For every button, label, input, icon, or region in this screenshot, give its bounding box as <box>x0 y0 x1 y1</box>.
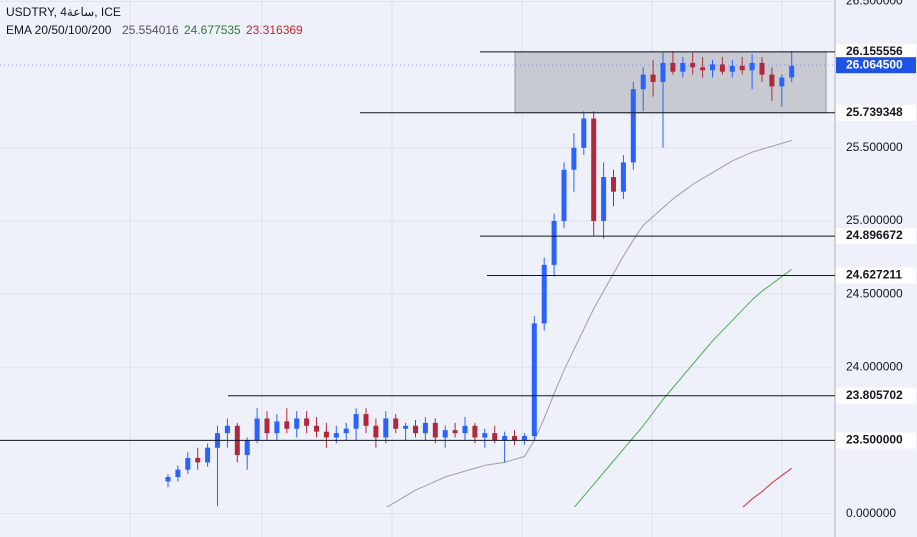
indicator-value: 23.316369 <box>246 23 303 37</box>
y-tick-label: 26.500000 <box>846 0 903 8</box>
candle-body <box>561 169 567 221</box>
candle-body <box>304 418 310 426</box>
level-label: 24.896672 <box>846 228 903 242</box>
candle-body <box>670 62 676 72</box>
candle-body <box>333 433 339 438</box>
grid <box>0 0 835 537</box>
candle-body <box>769 74 775 87</box>
y-tick-label: 24.500000 <box>846 286 903 300</box>
candle-body <box>680 62 686 72</box>
candle-body <box>620 162 626 192</box>
level-label-bg <box>836 387 916 404</box>
candle-body <box>452 430 458 434</box>
y-tick-label: 0.000000 <box>846 506 896 520</box>
level-label: 23.500000 <box>846 433 903 447</box>
level-label: 25.739348 <box>846 105 903 119</box>
indicator-name: EMA 20/50/100/200 <box>6 23 112 37</box>
candle-body <box>343 428 349 434</box>
price-axis: 26.500000 25.500000 25.000000 24.500000 24.0… <box>836 0 916 520</box>
candle-body <box>175 469 181 478</box>
candle-body <box>719 64 725 72</box>
ema-line <box>573 268 792 507</box>
candle-body <box>373 425 379 438</box>
level-label: 23.805702 <box>846 388 903 402</box>
candle-body <box>650 74 656 82</box>
candle-body <box>284 421 290 429</box>
current-price-bg <box>836 57 916 74</box>
candle-body <box>432 422 438 438</box>
candle-body <box>551 220 557 265</box>
candle-body <box>581 118 587 148</box>
candle-body <box>353 414 359 429</box>
candle-body <box>571 147 577 170</box>
ema-line <box>742 467 792 507</box>
y-tick-label: 25.000000 <box>846 213 903 227</box>
candle-body <box>244 440 250 456</box>
y-tick-label: 24.000000 <box>846 359 903 373</box>
indicator-value: 25.554016 <box>122 23 179 37</box>
candle-body <box>462 425 468 434</box>
candle-body <box>274 421 280 434</box>
candle-body <box>254 418 260 441</box>
candle-body <box>403 425 409 429</box>
candle-body <box>442 430 448 438</box>
candle-body <box>749 62 755 71</box>
title: USDTRY, 4ساعة, ICE <box>6 5 121 19</box>
candle-body <box>363 414 369 426</box>
candle-body <box>521 436 527 441</box>
candle-body <box>700 67 706 71</box>
indicator-value: 24.677535 <box>184 23 241 37</box>
level-label-bg <box>836 432 916 449</box>
candle-body <box>224 425 230 434</box>
candle-body <box>195 457 201 463</box>
candle-body <box>413 425 418 434</box>
level-label-bg <box>836 104 916 121</box>
candle-body <box>640 74 646 90</box>
candle-body <box>710 64 715 71</box>
plot <box>165 51 827 507</box>
candle-body <box>185 457 191 470</box>
candle-body <box>789 65 795 78</box>
candle-body <box>739 65 745 71</box>
level-label: 26.155556 <box>846 44 903 58</box>
candle-body <box>472 425 478 438</box>
candle-body <box>314 425 319 432</box>
candle-body <box>502 436 508 441</box>
candle-body <box>294 418 300 429</box>
candle-body <box>165 477 171 482</box>
level-label-bg <box>836 267 916 284</box>
candle-body <box>205 447 211 463</box>
candle-body <box>264 418 270 434</box>
level-label: 24.627211 <box>846 268 902 282</box>
candle-body <box>323 431 329 438</box>
candle-body <box>660 62 666 82</box>
ema-line <box>386 139 792 507</box>
candle-body <box>422 422 428 434</box>
level-label-bg <box>836 43 916 60</box>
candle-body <box>729 65 735 72</box>
current-price-label: 26.064500 <box>846 57 903 71</box>
candle-body <box>601 177 607 221</box>
candle-body <box>531 323 537 437</box>
candle-body <box>630 89 636 163</box>
candle-body <box>393 418 399 429</box>
candle-body <box>591 118 597 221</box>
candle-body <box>779 77 785 87</box>
candle-body <box>541 264 547 324</box>
level-label-bg <box>836 228 916 245</box>
candle-body <box>759 62 765 75</box>
y-tick-label: 25.500000 <box>846 140 903 154</box>
candle-body <box>383 418 389 438</box>
candle-body <box>611 177 616 192</box>
candle-body <box>482 433 488 438</box>
candle-body <box>492 433 498 441</box>
candle-body <box>512 436 517 441</box>
